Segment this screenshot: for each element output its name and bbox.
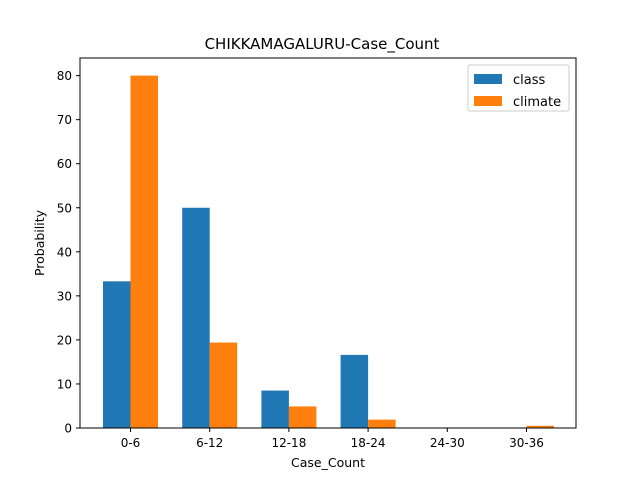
y-tick-label: 60 xyxy=(57,157,72,171)
bar-climate-0-6 xyxy=(130,75,158,428)
legend-label-climate: climate xyxy=(513,95,561,110)
y-tick-label: 40 xyxy=(57,245,72,259)
x-tick-label: 6-12 xyxy=(196,436,223,450)
y-tick-label: 10 xyxy=(57,377,72,391)
y-axis-ticks: 0 10 20 30 40 50 60 70 80 xyxy=(57,69,80,436)
y-tick-label: 30 xyxy=(57,289,72,303)
legend-swatch-climate xyxy=(474,96,502,106)
y-tick-label: 0 xyxy=(64,422,72,436)
x-axis-ticks: 0-6 6-12 12-18 18-24 24-30 30-36 xyxy=(121,428,544,450)
y-tick-label: 80 xyxy=(57,69,72,83)
chart-title: CHIKKAMAGALURU-Case_Count xyxy=(205,35,440,54)
legend-swatch-class xyxy=(474,74,502,84)
y-tick-label: 50 xyxy=(57,201,72,215)
bar-climate-12-18 xyxy=(288,406,317,428)
bar-class-6-12 xyxy=(182,207,210,428)
x-tick-label: 24-30 xyxy=(430,436,465,450)
y-axis-label: Probability xyxy=(32,209,47,276)
y-tick-label: 70 xyxy=(57,113,72,127)
x-axis-label: Case_Count xyxy=(291,455,365,470)
bar-climate-18-24 xyxy=(368,419,396,428)
bar-class-12-18 xyxy=(261,390,289,428)
legend-label-class: class xyxy=(513,73,545,88)
bars-group xyxy=(103,75,554,428)
x-tick-label: 18-24 xyxy=(351,436,386,450)
x-tick-label: 0-6 xyxy=(121,436,141,450)
x-tick-label: 30-36 xyxy=(509,436,544,450)
legend: class climate xyxy=(467,64,570,112)
y-tick-label: 20 xyxy=(57,333,72,347)
bar-class-0-6 xyxy=(103,281,131,428)
bar-climate-30-36 xyxy=(526,425,554,428)
bar-climate-6-12 xyxy=(209,342,238,428)
x-tick-label: 12-18 xyxy=(271,436,306,450)
bar-class-18-24 xyxy=(340,354,369,428)
plot-frame xyxy=(79,57,577,429)
